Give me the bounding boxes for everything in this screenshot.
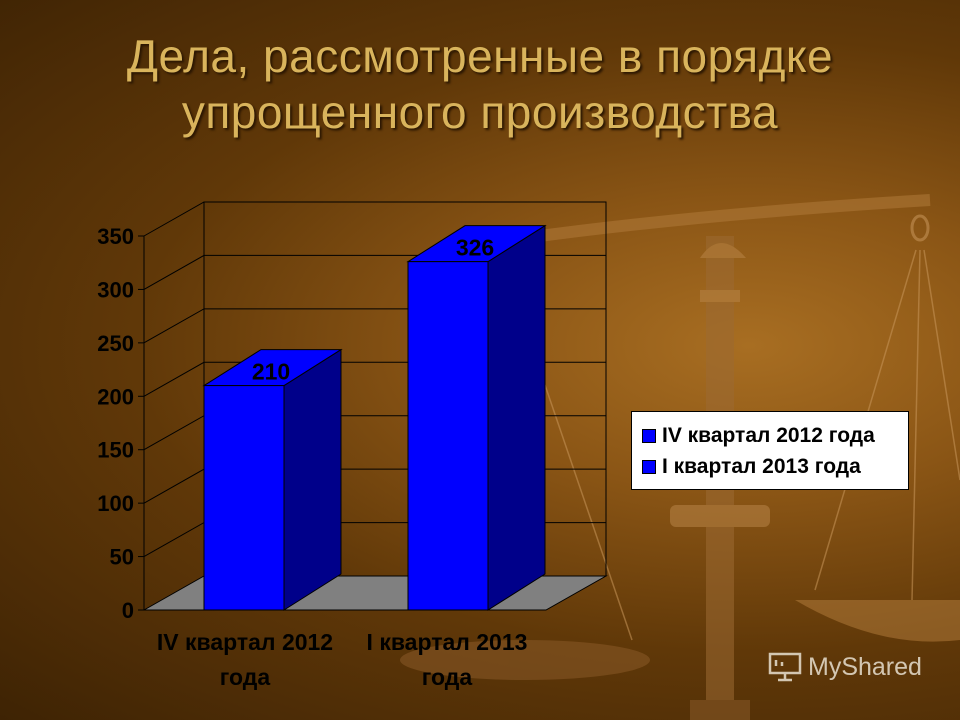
- y-tick-label: 0: [122, 598, 134, 623]
- legend-label: IV квартал 2012 года: [662, 423, 875, 447]
- y-tick-label: 300: [97, 277, 134, 302]
- chart-bars: [202, 224, 547, 611]
- y-tick-label: 50: [110, 545, 134, 570]
- logo-text: MyShared: [808, 652, 922, 681]
- legend-item: I квартал 2013 года: [642, 451, 908, 482]
- y-tick-label: 150: [97, 438, 134, 463]
- chart-labels: 210 IV квартал 2012 года 326 I квартал 2013 г…: [157, 235, 528, 690]
- bar: [407, 261, 489, 611]
- slide-title: Дела, рассмотренные в порядке упрощенног…: [0, 28, 960, 140]
- legend-item: IV квартал 2012 года: [642, 420, 908, 451]
- y-tick-label: 250: [97, 331, 134, 356]
- legend-label: I квартал 2013 года: [662, 454, 861, 478]
- bar-side: [487, 224, 546, 611]
- y-tick-label: 350: [97, 224, 134, 249]
- x-tick-label: года: [220, 664, 271, 690]
- slide-title-line-1: Дела, рассмотренные в порядке: [126, 30, 834, 82]
- myshared-logo: MyShared: [768, 652, 922, 682]
- slide-title-line-2: упрощенного производства: [181, 86, 779, 138]
- x-tick-label: I квартал 2013: [367, 629, 528, 655]
- data-label: 210: [252, 359, 290, 385]
- legend-swatch: [642, 459, 656, 474]
- y-tick-label: 200: [97, 384, 134, 409]
- gridline: [143, 201, 606, 237]
- data-label: 326: [456, 235, 494, 261]
- bar-side: [283, 348, 342, 611]
- projector-screen-icon: [768, 652, 802, 682]
- bar: [203, 385, 285, 611]
- x-tick-label: года: [422, 664, 473, 690]
- y-tick-label: 100: [97, 491, 134, 516]
- legend-swatch: [642, 428, 656, 443]
- x-tick-label: IV квартал 2012: [157, 629, 333, 655]
- chart-legend: IV квартал 2012 года I квартал 2013 года: [631, 411, 909, 490]
- chart-y-axis: 0 50 100 150 200 250 300 350: [97, 224, 145, 623]
